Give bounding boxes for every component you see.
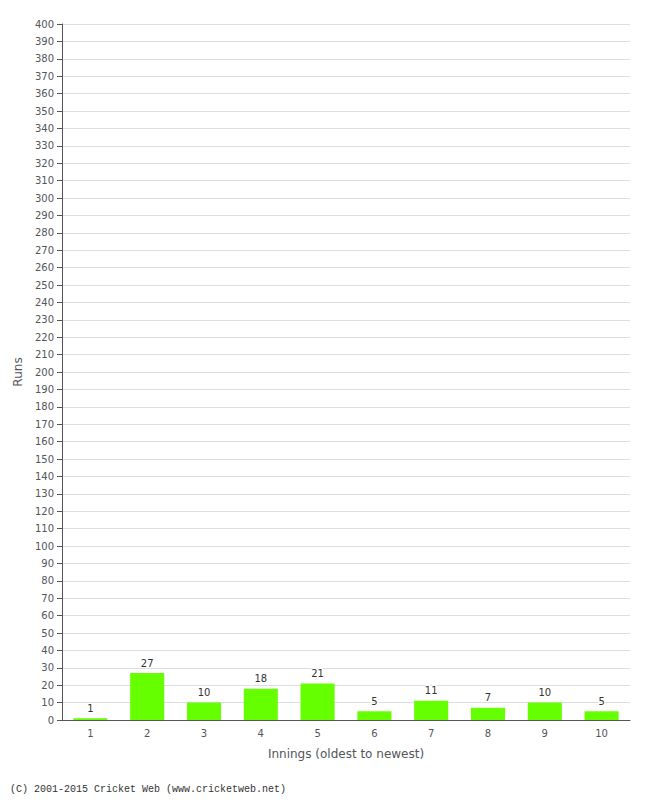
svg-text:90: 90 xyxy=(41,558,54,569)
svg-text:360: 360 xyxy=(35,88,54,99)
svg-text:Innings (oldest to newest): Innings (oldest to newest) xyxy=(268,747,424,761)
svg-text:330: 330 xyxy=(35,140,54,151)
svg-text:5: 5 xyxy=(371,696,377,707)
svg-text:340: 340 xyxy=(35,123,54,134)
svg-text:260: 260 xyxy=(35,262,54,273)
svg-text:320: 320 xyxy=(35,158,54,169)
svg-text:190: 190 xyxy=(35,384,54,395)
svg-text:30: 30 xyxy=(41,662,54,673)
svg-text:9: 9 xyxy=(542,728,548,739)
svg-text:140: 140 xyxy=(35,471,54,482)
svg-text:230: 230 xyxy=(35,314,54,325)
svg-text:80: 80 xyxy=(41,575,54,586)
svg-text:20: 20 xyxy=(41,680,54,691)
svg-text:220: 220 xyxy=(35,332,54,343)
svg-text:270: 270 xyxy=(35,245,54,256)
svg-text:10: 10 xyxy=(538,687,551,698)
svg-text:350: 350 xyxy=(35,106,54,117)
svg-text:240: 240 xyxy=(35,297,54,308)
svg-text:280: 280 xyxy=(35,227,54,238)
svg-text:130: 130 xyxy=(35,488,54,499)
svg-text:370: 370 xyxy=(35,71,54,82)
svg-text:250: 250 xyxy=(35,280,54,291)
svg-text:3: 3 xyxy=(201,728,207,739)
svg-text:310: 310 xyxy=(35,175,54,186)
svg-text:5: 5 xyxy=(314,728,320,739)
svg-text:160: 160 xyxy=(35,436,54,447)
svg-text:1: 1 xyxy=(87,703,93,714)
svg-text:7: 7 xyxy=(428,728,434,739)
svg-text:170: 170 xyxy=(35,419,54,430)
svg-text:380: 380 xyxy=(35,53,54,64)
svg-text:290: 290 xyxy=(35,210,54,221)
svg-text:400: 400 xyxy=(35,19,54,30)
svg-text:1: 1 xyxy=(87,728,93,739)
svg-text:Runs: Runs xyxy=(11,357,25,386)
svg-text:110: 110 xyxy=(35,523,54,534)
svg-text:200: 200 xyxy=(35,367,54,378)
svg-text:300: 300 xyxy=(35,193,54,204)
svg-text:21: 21 xyxy=(311,668,324,679)
svg-text:2: 2 xyxy=(144,728,150,739)
svg-text:210: 210 xyxy=(35,349,54,360)
svg-text:0: 0 xyxy=(48,715,54,726)
svg-text:(C) 2001-2015 Cricket Web (www: (C) 2001-2015 Cricket Web (www.cricketwe… xyxy=(10,784,286,795)
svg-text:40: 40 xyxy=(41,645,54,656)
svg-text:10: 10 xyxy=(198,687,211,698)
svg-text:11: 11 xyxy=(425,685,438,696)
svg-text:180: 180 xyxy=(35,401,54,412)
svg-text:5: 5 xyxy=(598,696,604,707)
svg-text:70: 70 xyxy=(41,593,54,604)
svg-text:390: 390 xyxy=(35,36,54,47)
svg-text:7: 7 xyxy=(485,692,491,703)
svg-text:18: 18 xyxy=(254,673,267,684)
svg-text:120: 120 xyxy=(35,506,54,517)
svg-text:10: 10 xyxy=(595,728,608,739)
svg-text:50: 50 xyxy=(41,628,54,639)
svg-text:60: 60 xyxy=(41,610,54,621)
svg-text:4: 4 xyxy=(258,728,264,739)
svg-text:6: 6 xyxy=(371,728,377,739)
svg-text:8: 8 xyxy=(485,728,491,739)
svg-text:150: 150 xyxy=(35,454,54,465)
svg-text:10: 10 xyxy=(41,697,54,708)
svg-text:27: 27 xyxy=(141,658,154,669)
svg-text:100: 100 xyxy=(35,541,54,552)
